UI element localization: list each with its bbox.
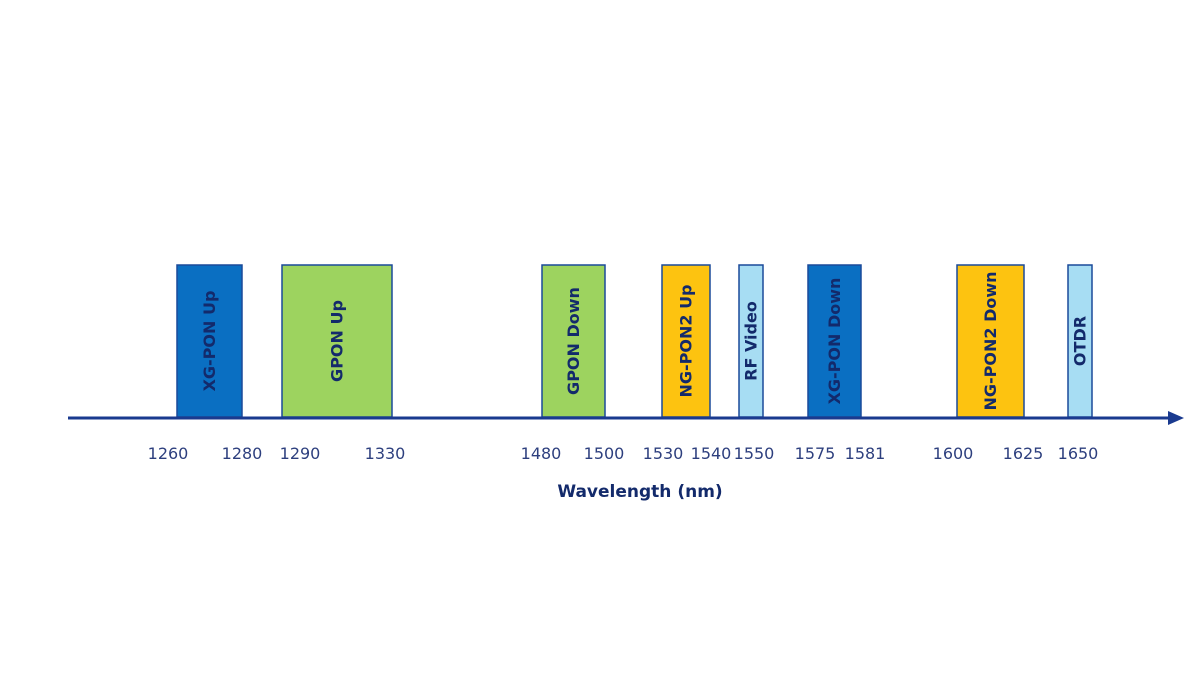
band-ng-pon2-up: NG-PON2 Up bbox=[661, 264, 711, 418]
tick-label-1260: 1260 bbox=[148, 444, 189, 463]
bands-layer: XG-PON Up GPON Up GPON Down NG-PON2 Up RF Vi… bbox=[176, 264, 1093, 418]
wavelength-axis bbox=[68, 411, 1184, 425]
band-label-gpon-down: GPON Down bbox=[564, 287, 583, 395]
band-label-gpon-up: GPON Up bbox=[328, 300, 347, 382]
band-rect-xg-pon-down bbox=[807, 264, 862, 418]
tick-label-1625: 1625 bbox=[1003, 444, 1044, 463]
band-gpon-down: GPON Down bbox=[541, 264, 606, 418]
axis-title: Wavelength (nm) bbox=[557, 482, 722, 502]
tick-label-1500: 1500 bbox=[584, 444, 625, 463]
band-rf-video: RF Video bbox=[738, 264, 764, 418]
band-rect-xg-pon-up bbox=[176, 264, 243, 418]
band-rect-otdr bbox=[1067, 264, 1093, 418]
band-label-xg-pon-up: XG-PON Up bbox=[200, 291, 219, 392]
band-label-ng-pon2-down: NG-PON2 Down bbox=[981, 271, 1000, 410]
band-label-xg-pon-down: XG-PON Down bbox=[825, 278, 844, 405]
tick-label-1600: 1600 bbox=[933, 444, 974, 463]
band-rect-gpon-up bbox=[281, 264, 393, 418]
tick-label-1540: 1540 bbox=[691, 444, 732, 463]
tick-label-1581: 1581 bbox=[845, 444, 886, 463]
band-rect-gpon-down bbox=[541, 264, 606, 418]
band-ng-pon2-down: NG-PON2 Down bbox=[956, 264, 1025, 418]
band-rect-ng-pon2-up bbox=[661, 264, 711, 418]
band-gpon-up: GPON Up bbox=[281, 264, 393, 418]
tick-label-1480: 1480 bbox=[521, 444, 562, 463]
band-otdr: OTDR bbox=[1067, 264, 1093, 418]
tick-label-1650: 1650 bbox=[1058, 444, 1099, 463]
band-xg-pon-down: XG-PON Down bbox=[807, 264, 862, 418]
band-xg-pon-up: XG-PON Up bbox=[176, 264, 243, 418]
tick-label-1290: 1290 bbox=[280, 444, 321, 463]
tick-label-1330: 1330 bbox=[365, 444, 406, 463]
tick-label-1530: 1530 bbox=[643, 444, 684, 463]
tick-label-1550: 1550 bbox=[734, 444, 775, 463]
band-label-rf-video: RF Video bbox=[742, 301, 761, 381]
band-label-otdr: OTDR bbox=[1071, 316, 1090, 366]
band-label-ng-pon2-up: NG-PON2 Up bbox=[677, 284, 696, 397]
tick-labels: 1260 1280 1290 1330 1480 1500 1530 1540 1550 1575… bbox=[148, 444, 1099, 463]
axis-arrow-icon bbox=[1168, 411, 1184, 425]
tick-label-1280: 1280 bbox=[222, 444, 263, 463]
tick-label-1575: 1575 bbox=[795, 444, 836, 463]
